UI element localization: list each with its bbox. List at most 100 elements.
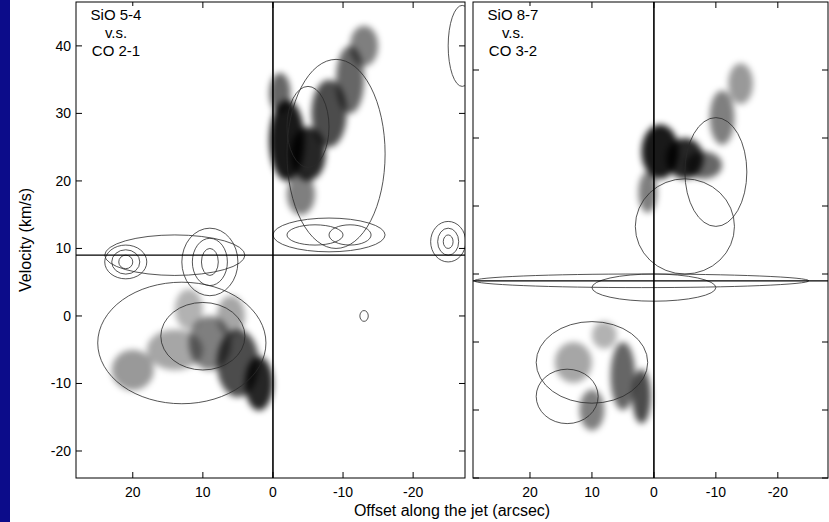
emission-blob <box>350 26 378 67</box>
emission-blob <box>728 63 753 104</box>
contour <box>536 369 598 423</box>
contour <box>112 250 140 274</box>
x-tick <box>591 2 592 8</box>
y-tick <box>473 478 479 479</box>
label-patch <box>487 42 539 59</box>
y-tick <box>473 274 479 275</box>
x-tick <box>132 472 133 478</box>
y-tick <box>459 248 465 249</box>
emission-blob <box>245 356 273 410</box>
panel-label-line: CO 2-1 <box>92 42 140 59</box>
y-tick <box>473 70 479 71</box>
y-tick <box>473 206 479 207</box>
emission-blob <box>175 289 203 330</box>
contour <box>273 218 385 252</box>
y-tick <box>76 383 82 384</box>
y-tick <box>822 274 828 275</box>
frame <box>76 2 465 478</box>
figure: 20100-10-20-20-10010203040SiO 5-4v.s.CO … <box>0 0 829 522</box>
contour <box>438 228 459 255</box>
offset-zero-line <box>653 2 655 478</box>
y-tick <box>473 138 479 139</box>
contour <box>360 311 368 322</box>
contour <box>287 86 329 167</box>
x-tick <box>715 472 716 478</box>
y-tick-label: -10 <box>51 375 71 391</box>
x-tick <box>591 472 592 478</box>
systemic-velocity-line <box>76 255 465 256</box>
y-tick <box>473 342 479 343</box>
x-tick <box>272 2 273 8</box>
contour <box>192 238 227 285</box>
y-tick <box>76 248 82 249</box>
emission-blob <box>217 296 245 337</box>
plot-ground <box>76 2 465 478</box>
x-tick-label: 20 <box>125 484 141 500</box>
contour <box>329 225 371 245</box>
y-axis-title: Velocity (km/s) <box>17 188 34 292</box>
emission-blob <box>147 329 203 370</box>
label-patch <box>103 24 129 41</box>
y-tick <box>76 315 82 316</box>
label-patch <box>89 6 144 23</box>
contour <box>448 5 465 86</box>
x-tick-label: 0 <box>650 484 658 500</box>
x-tick <box>272 472 273 478</box>
contour <box>685 118 747 227</box>
y-tick <box>459 383 465 384</box>
x-tick-label: -10 <box>333 484 353 500</box>
contour <box>536 322 648 404</box>
plot-area <box>473 2 828 478</box>
y-tick-label: 30 <box>55 105 71 121</box>
y-tick <box>822 70 828 71</box>
x-tick <box>529 472 530 478</box>
x-tick <box>343 2 344 8</box>
y-tick <box>459 113 465 114</box>
y-tick-label: 10 <box>55 240 71 256</box>
label-patch <box>90 42 142 59</box>
y-tick-label: -20 <box>51 443 71 459</box>
y-tick-label: 20 <box>55 173 71 189</box>
y-tick <box>459 315 465 316</box>
x-tick <box>653 2 654 8</box>
x-tick <box>413 2 414 8</box>
y-tick <box>473 410 479 411</box>
y-tick <box>822 478 828 479</box>
x-tick <box>777 472 778 478</box>
figure-ground <box>10 0 829 522</box>
y-tick <box>76 450 82 451</box>
y-tick <box>76 180 82 181</box>
panel-label: SiO 5-4v.s.CO 2-1 <box>89 6 144 59</box>
x-tick-label: -20 <box>768 484 788 500</box>
y-tick <box>822 342 828 343</box>
contour <box>161 302 245 370</box>
contour <box>443 235 453 249</box>
label-patch <box>486 6 541 23</box>
x-axis-title: Offset along the jet (arcsec) <box>354 502 550 519</box>
x-tick <box>202 472 203 478</box>
contour <box>287 59 385 248</box>
emission-blob <box>685 152 722 179</box>
x-tick-label: 0 <box>269 484 277 500</box>
x-tick-label: 10 <box>584 484 600 500</box>
panel-label-line: SiO 5-4 <box>91 6 142 23</box>
contour <box>105 245 147 279</box>
plot-ground <box>473 2 828 478</box>
panel-label: SiO 8-7v.s.CO 3-2 <box>486 6 541 59</box>
emission-blob <box>632 369 651 423</box>
systemic-velocity-line <box>473 280 828 281</box>
y-tick <box>459 450 465 451</box>
x-tick-label: -20 <box>403 484 423 500</box>
panel-label-line: v.s. <box>502 24 524 41</box>
emission-blob <box>555 342 592 383</box>
emission-blob <box>592 322 617 349</box>
emission-blob <box>112 350 154 391</box>
offset-zero-line <box>272 2 274 478</box>
y-tick <box>76 113 82 114</box>
x-tick <box>202 2 203 8</box>
y-tick <box>76 45 82 46</box>
frame <box>473 2 828 478</box>
x-tick <box>413 472 414 478</box>
x-tick-label: -10 <box>706 484 726 500</box>
x-tick <box>715 2 716 8</box>
